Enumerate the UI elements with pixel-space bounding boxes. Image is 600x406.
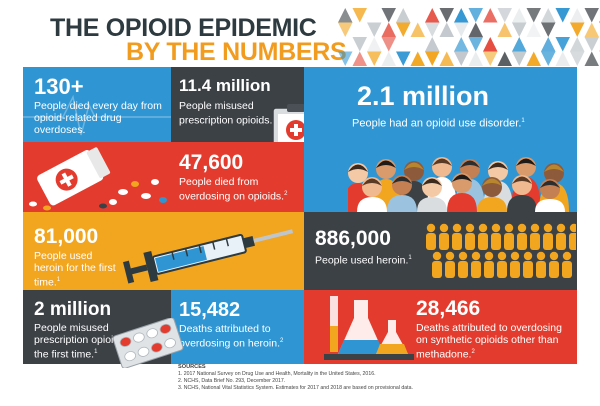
- source-item: 2. NCHS, Data Brief No. 293, December 20…: [178, 378, 286, 384]
- syringe-icon: [123, 229, 294, 284]
- stat-panel-heroin-deaths: 15,482 Deaths attributed to overdosing o…: [171, 290, 304, 364]
- source-item: 3. NCHS, National Vital Statistics Syste…: [178, 385, 413, 391]
- pill-bottle-icon: [29, 147, 167, 211]
- stat-number: 47,600: [179, 151, 244, 174]
- stat-panel-heroin-used: 886,000 People used heroin.1: [304, 212, 577, 290]
- footnote-marker: 1: [521, 118, 525, 124]
- footnote-marker: 1: [56, 277, 61, 283]
- stat-text: Deaths attributed to overdosing on heroi…: [179, 323, 280, 350]
- crowd-icon: [348, 157, 569, 212]
- footnote-marker: 2: [471, 349, 475, 355]
- stat-number: 11.4 million: [179, 76, 271, 95]
- stat-text: Deaths attributed to overdosing on synth…: [416, 322, 562, 361]
- page-title: THE OPIOID EPIDEMIC: [50, 14, 317, 42]
- heartbeat-line-icon: [23, 94, 171, 136]
- source-item: 1. 2017 National Survey on Drug Use and …: [178, 371, 376, 377]
- stat-text: People misused prescription opioids.: [179, 100, 273, 127]
- stat-text: People misused prescription opioids for …: [34, 322, 140, 361]
- pill-pack-icon: [112, 318, 184, 368]
- triangle-banner-icon: [338, 8, 600, 66]
- stat-number: 2 million: [34, 299, 112, 320]
- stat-panel-died-daily: 130+ People died every day from opioid-r…: [23, 67, 171, 142]
- stat-text: People used heroin for the first time.: [34, 250, 116, 289]
- stat-text: People used heroin.: [315, 254, 409, 267]
- stat-text: People died from overdosing on opioids.: [179, 176, 285, 203]
- stat-number: 81,000: [34, 225, 99, 248]
- sources-block: SOURCES 1. 2017 National Survey on Drug …: [178, 364, 413, 392]
- stat-panel-misused: 11.4 million People misused prescription…: [171, 67, 304, 142]
- stat-number: 886,000: [315, 227, 391, 250]
- people-silhouettes-icon: [426, 223, 576, 278]
- stat-number: 28,466: [416, 297, 481, 320]
- page-subtitle: BY THE NUMBERS: [126, 38, 347, 66]
- pill-image-panel: [23, 142, 171, 212]
- stat-number: 2.1 million: [357, 81, 490, 111]
- footnote-marker: 1: [94, 349, 98, 355]
- footnote-marker: 2: [284, 191, 288, 197]
- stat-panel-died-overdosing: 47,600 People died from overdosing on op…: [171, 142, 304, 212]
- stat-text: People had an opioid use disorder.: [352, 117, 522, 130]
- sources-heading: SOURCES: [178, 364, 206, 370]
- footnote-marker: 2: [280, 338, 284, 344]
- stat-number: 15,482: [179, 299, 241, 321]
- footnote-marker: 1: [408, 255, 412, 261]
- stat-number: 130+: [34, 74, 84, 99]
- stat-text: People died every day from opioid-relate…: [34, 100, 162, 136]
- stat-panel-disorder: 2.1 million People had an opioid use dis…: [304, 67, 577, 212]
- flask-icon: [324, 296, 414, 360]
- stat-panel-heroin-first: 81,000 People used heroin for the first …: [23, 212, 304, 290]
- stat-panel-misused-first: 2 million People misused prescription op…: [23, 290, 171, 364]
